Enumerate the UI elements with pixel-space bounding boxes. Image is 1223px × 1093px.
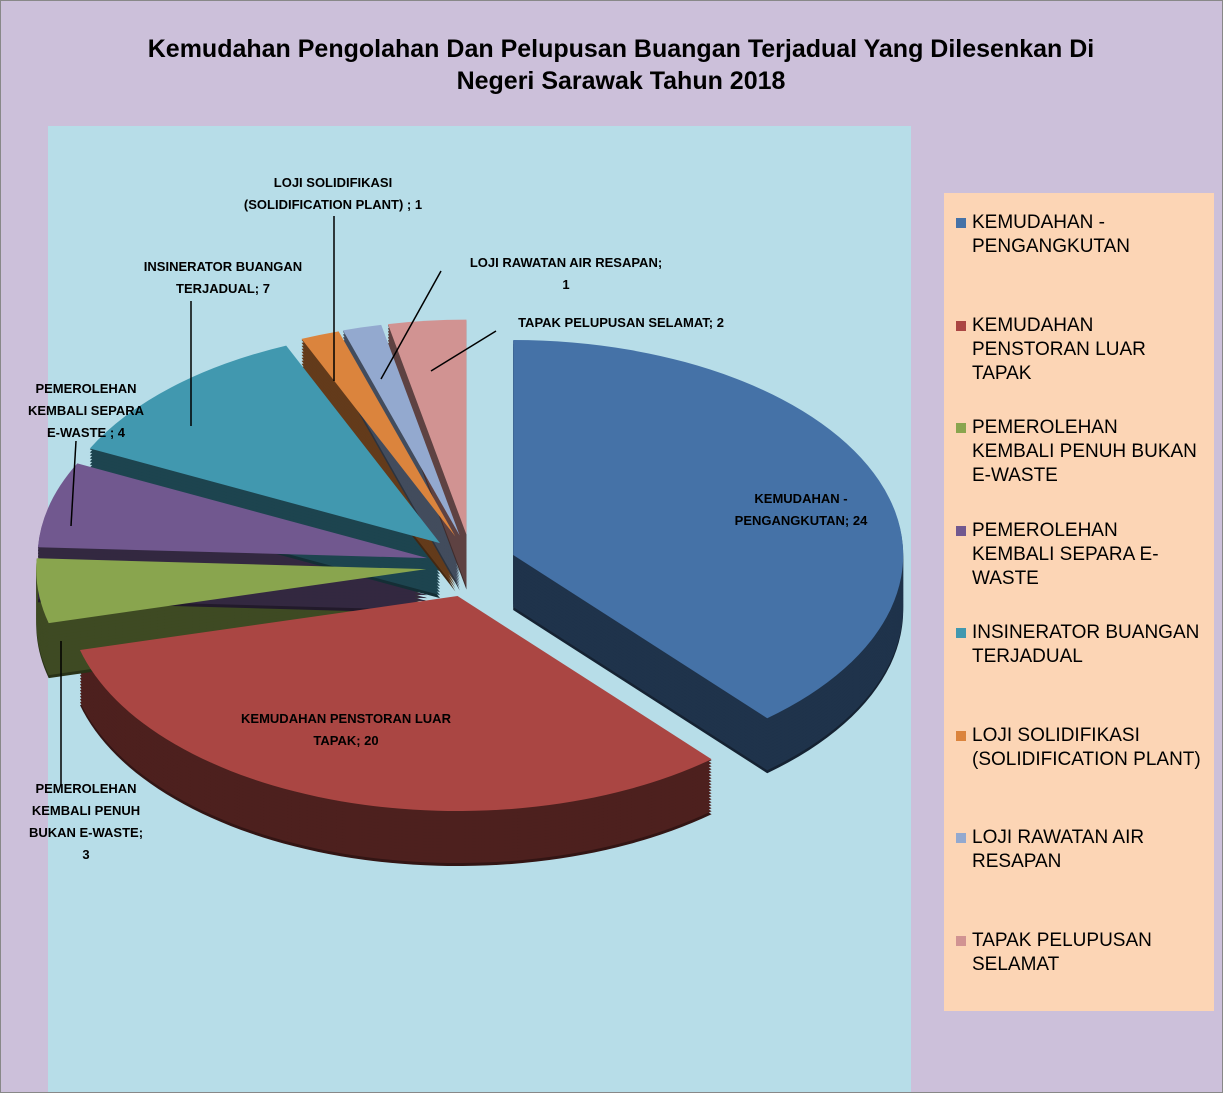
legend-label: TAPAK PELUPUSAN SELAMAT bbox=[972, 929, 1152, 975]
legend-item: INSINERATOR BUANGAN TERJADUAL bbox=[956, 621, 1204, 724]
slice bbox=[36, 558, 427, 624]
data-label: INSINERATOR BUANGAN TERJADUAL; 7 bbox=[144, 259, 302, 296]
legend-item: PEMEROLEHAN KEMBALI SEPARA E-WASTE bbox=[956, 519, 1204, 622]
legend-item: KEMUDAHAN - PENGANGKUTAN bbox=[956, 211, 1204, 314]
leader-line bbox=[380, 270, 442, 380]
slice bbox=[89, 345, 440, 544]
legend-swatch bbox=[956, 423, 966, 433]
slice bbox=[387, 319, 467, 535]
legend-item: LOJI RAWATAN AIR RESAPAN bbox=[956, 826, 1204, 929]
leader-line bbox=[430, 330, 497, 372]
legend-swatch bbox=[956, 935, 966, 946]
data-label: KEMUDAHAN PENSTORAN LUAR TAPAK; 20 bbox=[241, 711, 452, 748]
legend-label: LOJI RAWATAN AIR RESAPAN bbox=[972, 827, 1145, 872]
legend-label: KEMUDAHAN PENSTORAN LUAR TAPAK bbox=[972, 314, 1146, 384]
slice bbox=[301, 331, 456, 537]
chart-title: Kemudahan Pengolahan Dan Pelupusan Buang… bbox=[147, 35, 1095, 95]
legend-swatch bbox=[956, 218, 966, 228]
slice bbox=[342, 324, 460, 536]
legend-swatch bbox=[956, 320, 966, 331]
legend-swatch bbox=[956, 730, 966, 741]
legend-label: PEMEROLEHAN KEMBALI PENUH BUKAN E-WASTE bbox=[972, 417, 1197, 486]
legend-swatch bbox=[956, 833, 966, 843]
legend-swatch bbox=[956, 628, 966, 638]
data-label: TAPAK PELUPUSAN SELAMAT; 2 bbox=[518, 315, 724, 330]
data-label: PEMEROLEHAN KEMBALI SEPARA E-WASTE ; 4 bbox=[28, 381, 145, 440]
slice bbox=[37, 463, 428, 559]
legend-item: LOJI SOLIDIFIKASI (SOLIDIFICATION PLANT) bbox=[956, 724, 1204, 827]
legend-label: KEMUDAHAN - PENGANGKUTAN bbox=[972, 212, 1131, 257]
data-label: LOJI SOLIDIFIKASI (SOLIDIFICATION PLANT) … bbox=[244, 175, 422, 212]
data-label: LOJI RAWATAN AIR RESAPAN; 1 bbox=[470, 255, 662, 292]
leader-line bbox=[70, 440, 77, 527]
legend-item: KEMUDAHAN PENSTORAN LUAR TAPAK bbox=[956, 314, 1204, 417]
legend-swatch bbox=[956, 525, 966, 536]
slice bbox=[513, 340, 904, 719]
data-label: PEMEROLEHAN KEMBALI PENUH BUKAN E-WASTE; 3 bbox=[29, 781, 143, 862]
slice bbox=[79, 596, 712, 812]
legend-item: TAPAK PELUPUSAN SELAMAT bbox=[956, 929, 1204, 1032]
data-label: KEMUDAHAN -PENGANGKUTAN; 24 bbox=[735, 491, 868, 528]
legend-label: LOJI SOLIDIFIKASI (SOLIDIFICATION PLANT) bbox=[972, 724, 1201, 770]
legend-item: PEMEROLEHAN KEMBALI PENUH BUKAN E-WASTE bbox=[956, 416, 1204, 519]
legend-label: PEMEROLEHAN KEMBALI SEPARA E-WASTE bbox=[972, 519, 1159, 589]
legend: KEMUDAHAN - PENGANGKUTAN KEMUDAHAN PENSTO… bbox=[944, 193, 1214, 1011]
legend-label: INSINERATOR BUANGAN TERJADUAL bbox=[972, 622, 1200, 667]
